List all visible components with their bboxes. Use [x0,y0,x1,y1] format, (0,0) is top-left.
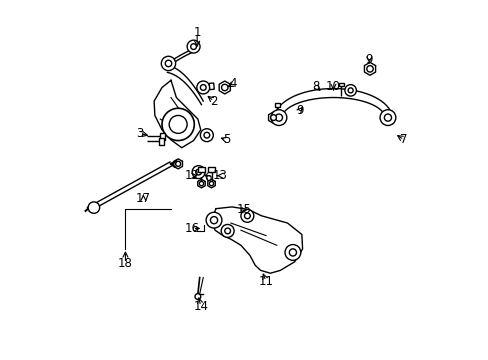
Circle shape [270,115,276,121]
Circle shape [165,60,171,67]
Text: 8: 8 [312,80,319,93]
Text: 10: 10 [325,80,340,93]
Text: 9: 9 [296,104,303,117]
Polygon shape [198,167,204,172]
Circle shape [224,228,230,234]
Circle shape [206,212,222,228]
Text: 5: 5 [223,133,230,146]
Circle shape [161,56,175,71]
Text: 11: 11 [258,275,273,288]
Circle shape [199,181,203,186]
Text: 14: 14 [193,300,208,313]
Circle shape [379,110,395,126]
Circle shape [270,110,286,126]
Text: 3: 3 [136,127,143,140]
Text: 15: 15 [236,203,251,216]
Circle shape [88,202,100,213]
Circle shape [200,129,213,141]
Circle shape [241,210,253,222]
Circle shape [209,181,213,186]
Polygon shape [208,167,214,172]
Circle shape [221,225,234,237]
Circle shape [187,40,200,53]
Circle shape [366,66,372,72]
Polygon shape [159,138,164,144]
Circle shape [344,85,356,96]
Text: 17: 17 [136,192,151,205]
Text: 2: 2 [210,95,217,108]
Circle shape [384,114,391,121]
Circle shape [275,114,282,121]
Circle shape [289,249,296,256]
Text: 9: 9 [365,53,372,66]
Circle shape [192,166,204,179]
Text: 13: 13 [212,169,227,182]
Circle shape [196,81,209,94]
Circle shape [221,84,227,91]
Text: 1: 1 [193,27,201,40]
Polygon shape [274,103,280,107]
Circle shape [195,169,201,175]
Circle shape [190,44,196,49]
Text: 4: 4 [229,77,236,90]
Circle shape [200,85,206,90]
Circle shape [195,294,201,300]
Text: 6: 6 [204,171,211,184]
Circle shape [210,217,217,224]
Circle shape [175,161,180,166]
Circle shape [169,116,187,134]
Circle shape [244,213,250,219]
Text: 18: 18 [118,257,133,270]
Text: 16: 16 [184,222,200,235]
Text: 7: 7 [400,133,407,146]
Polygon shape [209,83,214,90]
Text: 12: 12 [184,169,200,182]
Circle shape [347,88,352,93]
Circle shape [285,244,300,260]
Circle shape [162,108,194,140]
Polygon shape [338,83,343,86]
Circle shape [203,132,209,138]
Polygon shape [159,133,164,140]
